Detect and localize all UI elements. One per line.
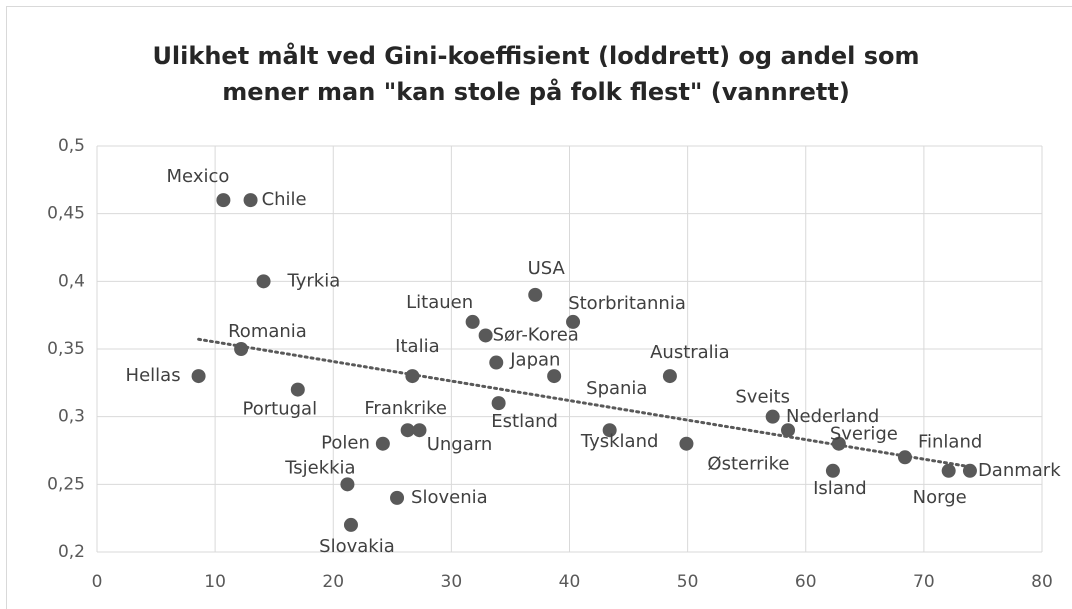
x-tick-label: 50 bbox=[677, 572, 699, 592]
y-tick-label: 0,35 bbox=[47, 339, 85, 359]
point-label: Østerrike bbox=[707, 454, 789, 475]
chart-frame bbox=[6, 6, 1072, 609]
point bbox=[602, 423, 617, 438]
point bbox=[390, 490, 405, 505]
y-tick-label: 0,2 bbox=[58, 542, 85, 562]
point-label: Tyskland bbox=[580, 431, 659, 452]
point bbox=[489, 355, 504, 370]
x-tick-label: 20 bbox=[322, 572, 344, 592]
point-label: Sør-Korea bbox=[493, 324, 579, 345]
point-label: Tyrkia bbox=[287, 270, 341, 291]
x-tick-label: 30 bbox=[441, 572, 463, 592]
x-tick-label: 40 bbox=[559, 572, 581, 592]
point bbox=[375, 436, 390, 451]
point-label: Polen bbox=[321, 433, 370, 454]
x-tick-label: 60 bbox=[795, 572, 817, 592]
trendline bbox=[197, 337, 972, 469]
point-label: Hellas bbox=[126, 365, 181, 386]
point bbox=[216, 193, 231, 208]
point bbox=[566, 314, 581, 329]
point bbox=[781, 423, 796, 438]
y-tick-label: 0,4 bbox=[58, 271, 85, 291]
point bbox=[340, 477, 355, 492]
point-label: Japan bbox=[509, 350, 560, 371]
point bbox=[243, 193, 258, 208]
point bbox=[343, 517, 358, 532]
point bbox=[941, 463, 956, 478]
point-label: Frankrike bbox=[364, 398, 447, 419]
point bbox=[825, 463, 840, 478]
point bbox=[528, 287, 543, 302]
y-tick-label: 0,25 bbox=[47, 474, 85, 494]
y-tick-label: 0,5 bbox=[58, 136, 85, 156]
point-label: Storbritannia bbox=[568, 293, 686, 314]
point-label: Norge bbox=[913, 487, 967, 508]
x-tick-label: 0 bbox=[92, 572, 103, 592]
point bbox=[679, 436, 694, 451]
point-label: Island bbox=[813, 478, 867, 499]
point bbox=[290, 382, 305, 397]
point bbox=[405, 369, 420, 384]
point-label: Spania bbox=[586, 378, 647, 399]
point-label: Litauen bbox=[406, 292, 473, 313]
point bbox=[662, 369, 677, 384]
x-tick-label: 70 bbox=[913, 572, 935, 592]
point bbox=[962, 463, 977, 478]
point bbox=[491, 396, 506, 411]
point bbox=[765, 409, 780, 424]
point-label: Portugal bbox=[243, 399, 318, 420]
point bbox=[831, 436, 846, 451]
point-label: Slovakia bbox=[319, 536, 395, 557]
point-label: Sveits bbox=[735, 387, 790, 408]
point bbox=[478, 328, 493, 343]
point bbox=[400, 423, 415, 438]
point-label: Australia bbox=[650, 342, 730, 363]
point bbox=[897, 450, 912, 465]
point-label: USA bbox=[528, 258, 566, 279]
point-label: Tsjekkia bbox=[284, 457, 355, 478]
y-tick-label: 0,3 bbox=[58, 407, 85, 427]
point-label: Slovenia bbox=[411, 487, 488, 508]
point-label: Nederland bbox=[786, 406, 879, 427]
point bbox=[234, 342, 249, 356]
point-label: Mexico bbox=[167, 166, 230, 187]
point-label: Sverige bbox=[830, 424, 898, 445]
point-label: Italia bbox=[395, 336, 439, 357]
point-label: Romania bbox=[228, 321, 307, 342]
point bbox=[465, 314, 480, 329]
point-label: Danmark bbox=[978, 460, 1061, 481]
chart-title-box: Ulikhet målt ved Gini-koeffisient (loddr… bbox=[0, 38, 1072, 110]
point-label: Estland bbox=[491, 411, 558, 432]
point-label: Chile bbox=[262, 189, 307, 210]
x-tick-label: 80 bbox=[1031, 572, 1053, 592]
chart-title: Ulikhet målt ved Gini-koeffisient (loddr… bbox=[152, 42, 920, 106]
point bbox=[256, 274, 271, 289]
point-label: Finland bbox=[918, 431, 982, 452]
point bbox=[547, 369, 562, 384]
point-label: Ungarn bbox=[427, 434, 493, 455]
point bbox=[191, 369, 206, 384]
x-tick-label: 10 bbox=[204, 572, 226, 592]
y-tick-label: 0,45 bbox=[47, 204, 85, 224]
point bbox=[412, 423, 427, 438]
